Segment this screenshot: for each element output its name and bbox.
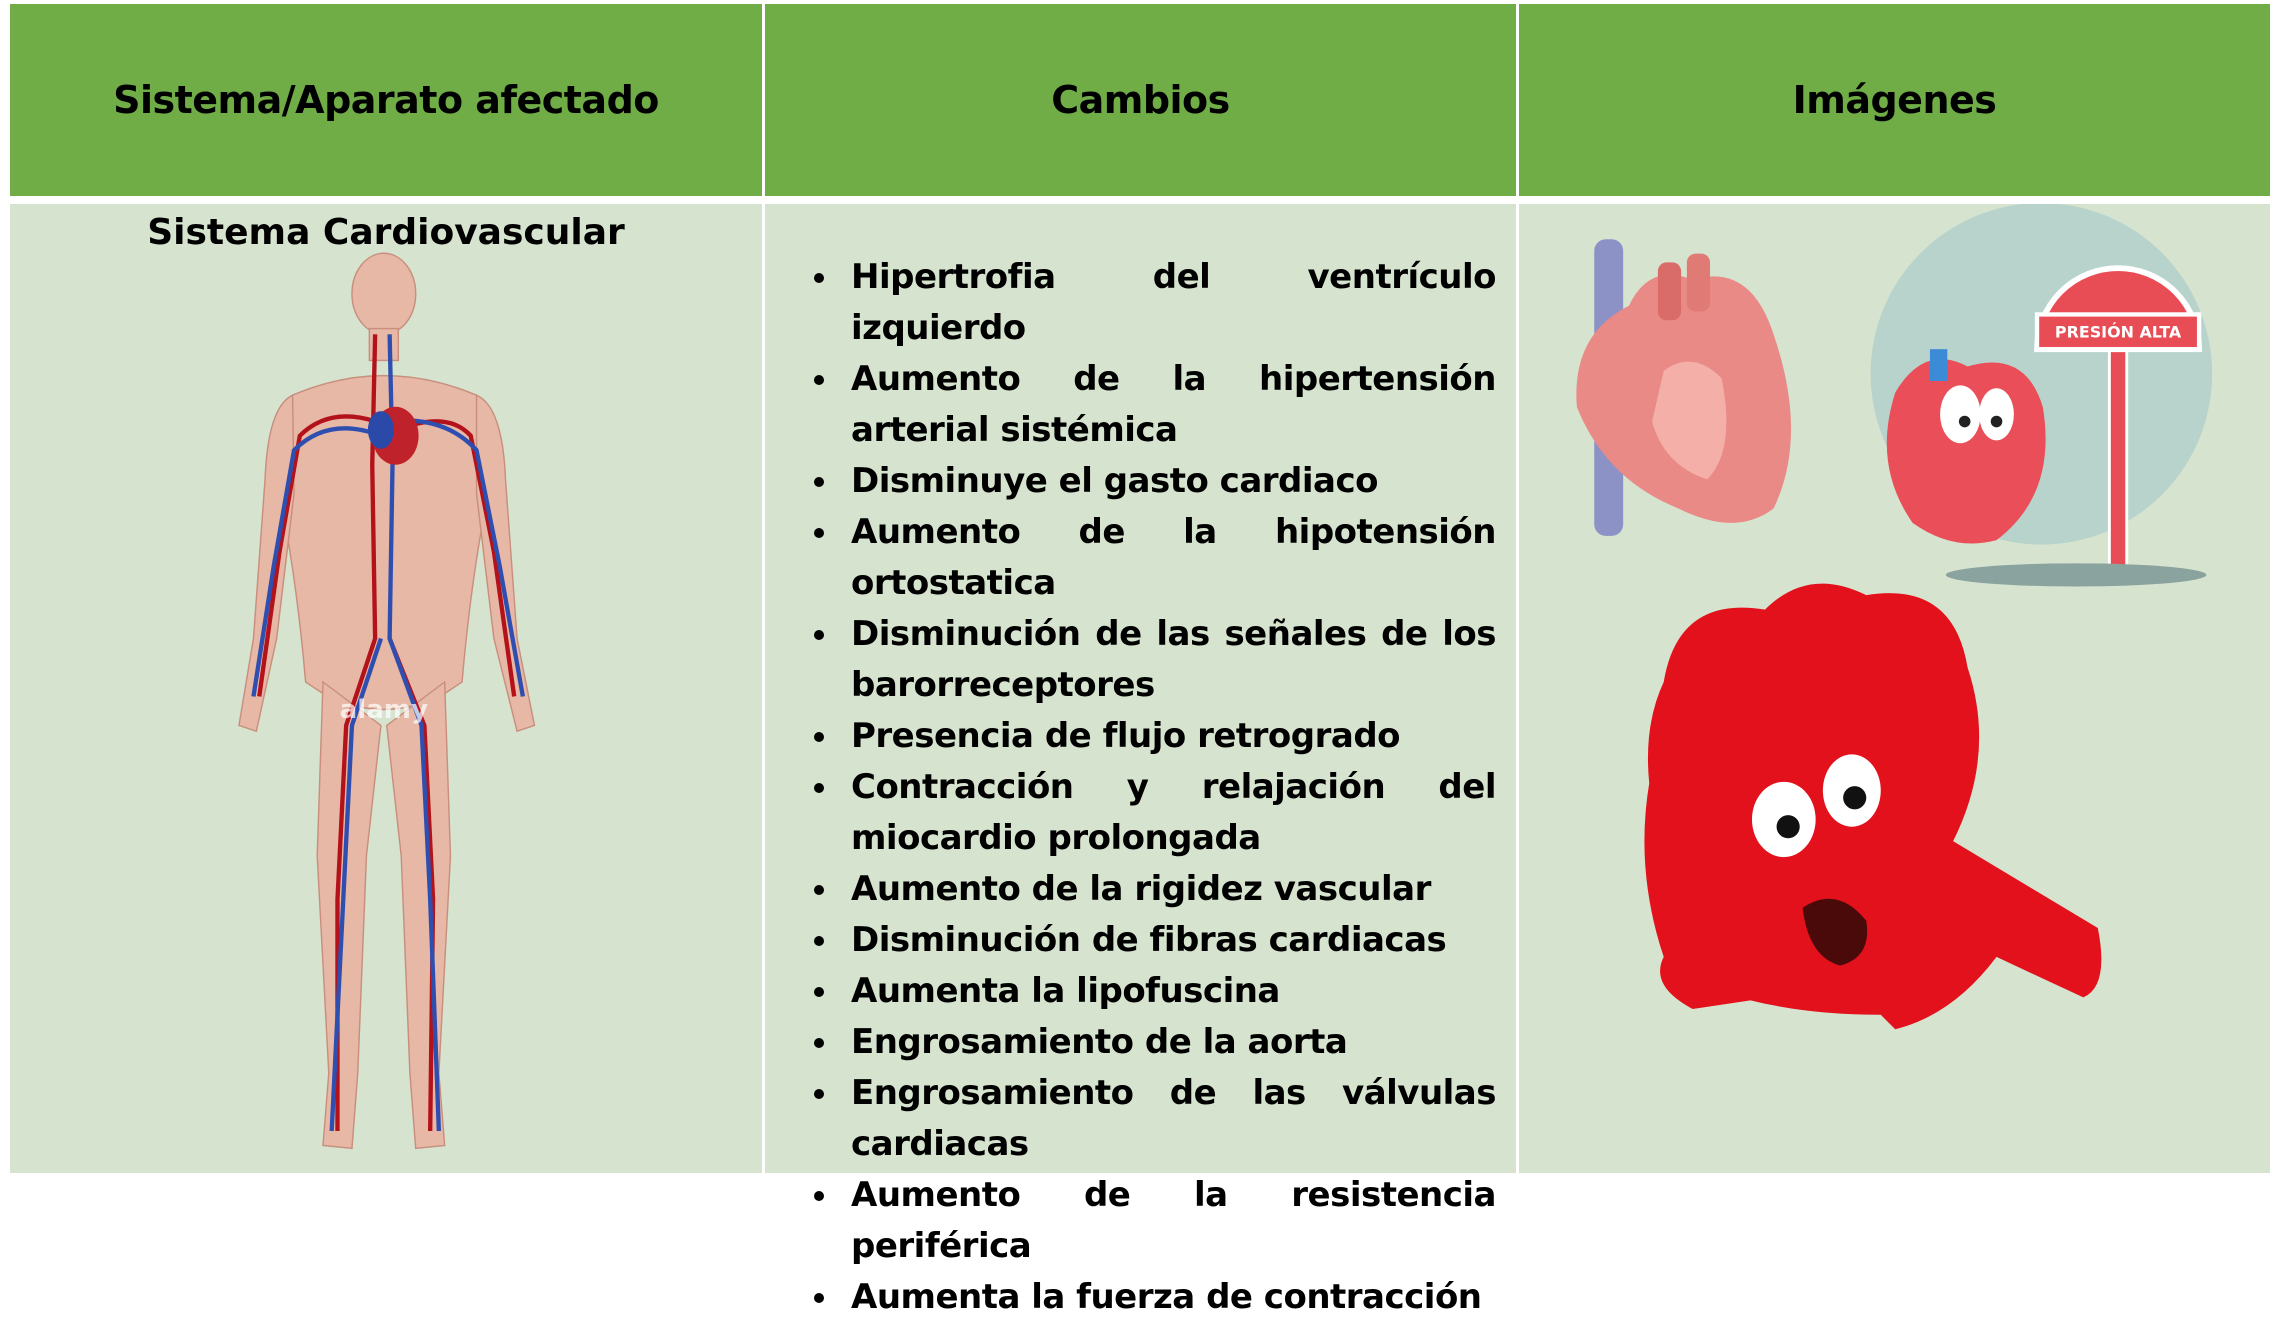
watermark: alamy [340, 695, 428, 725]
header-cell: Imágenes [1519, 4, 2270, 196]
body-illustration: alamy [238, 252, 536, 1150]
change-item: Presencia de flujo retrogrado [841, 711, 1496, 762]
changes-list: Hipertrofia del ventrículo izquierdoAume… [791, 252, 1497, 1323]
cartoon-heart-sign: PRESIÓN ALTA [1886, 265, 2207, 587]
system-name: Sistema Cardiovascular [147, 212, 625, 253]
change-item: Aumento de la hipertensión arterial sist… [841, 354, 1497, 456]
sad-heart [1644, 583, 2102, 1030]
change-item: Engrosamiento de las válvulas cardiacas [841, 1068, 1497, 1170]
change-item: Contracción y relajación del miocardio p… [841, 762, 1497, 864]
header-cell: Sistema/Aparato afectado [10, 4, 762, 196]
changes-cell: Hipertrofia del ventrículo izquierdoAume… [765, 204, 1516, 1317]
change-item: Disminución de las señales de los barorr… [841, 609, 1497, 711]
system-cell: alamy Sistema Cardiovascular [10, 204, 762, 1173]
change-item: Aumento de la hipotensión ortostatica [841, 507, 1497, 609]
change-item: Disminuye el gasto cardiaco [841, 456, 1496, 507]
header-cell: Cambios [765, 4, 1516, 196]
change-item: Engrosamiento de la aorta [841, 1017, 1496, 1068]
anatomical-heart [1576, 239, 1792, 536]
sign-label: PRESIÓN ALTA [2055, 323, 2182, 342]
change-item: Aumento de la rigidez vascular [841, 864, 1496, 915]
change-item: Hipertrofia del ventrículo izquierdo [841, 252, 1497, 354]
page: {"table": { "header": ["Sistema/Aparato … [0, 0, 2270, 1173]
images-cell: PRESIÓN ALTA [1519, 204, 2270, 1173]
change-item: Aumento de la resistencia periférica [841, 1170, 1497, 1272]
change-item: Disminución de fibras cardiacas [841, 915, 1496, 966]
change-item: Aumenta la fuerza de contracción [841, 1272, 1496, 1323]
images: PRESIÓN ALTA [1576, 204, 2213, 1030]
change-item: Aumenta la lipofuscina [841, 966, 1496, 1017]
